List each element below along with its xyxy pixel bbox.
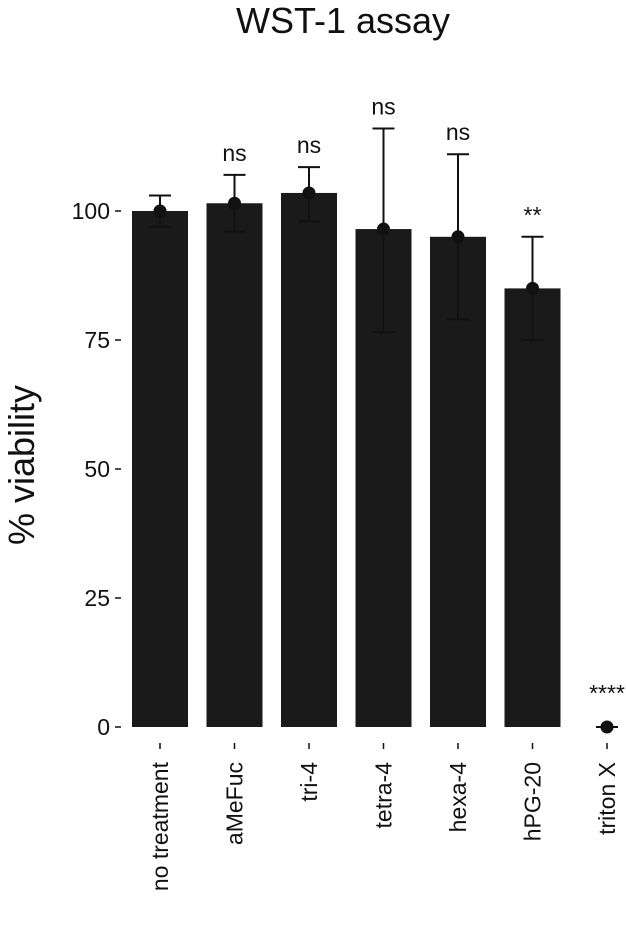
x-tick-label: no treatment — [147, 761, 173, 891]
mean-point — [600, 720, 614, 734]
bar — [132, 211, 188, 727]
x-tick-label: hPG-20 — [520, 762, 546, 841]
mean-point — [302, 186, 316, 200]
significance-label: ** — [524, 202, 542, 228]
significance-label: ns — [297, 132, 321, 158]
mean-point — [526, 281, 539, 295]
mean-point — [228, 196, 241, 210]
y-tick-label: 25 — [84, 585, 110, 611]
y-axis-label: % viability — [1, 385, 42, 545]
y-tick-label: 0 — [97, 714, 110, 740]
bars — [132, 192, 561, 728]
mean-point — [451, 230, 465, 244]
chart-title: WST-1 assay — [236, 0, 450, 41]
bar — [504, 288, 561, 727]
x-tick-label: tetra-4 — [371, 762, 397, 829]
mean-points — [153, 186, 614, 734]
y-tick-label: 75 — [84, 327, 110, 353]
y-tick-label: 100 — [72, 198, 110, 224]
x-tick-label: aMeFuc — [222, 762, 248, 845]
x-tick-label: tri-4 — [296, 762, 322, 802]
y-tick-label: 50 — [84, 456, 110, 482]
mean-point — [377, 222, 390, 236]
bar — [281, 192, 337, 727]
significance-label: **** — [589, 680, 625, 706]
bar — [206, 203, 263, 727]
significance-label: ns — [371, 93, 395, 119]
x-tick-label: hexa-4 — [445, 762, 471, 833]
y-axis: 0 25 50 75 100 — [72, 198, 121, 740]
significance-label: ns — [222, 140, 246, 166]
significance-label: ns — [446, 119, 470, 145]
x-tick-label: triton X — [594, 762, 620, 835]
x-axis: no treatment aMeFuc tri-4 tetra-4 hexa-4 hPG-… — [147, 743, 620, 891]
mean-point — [153, 204, 167, 218]
